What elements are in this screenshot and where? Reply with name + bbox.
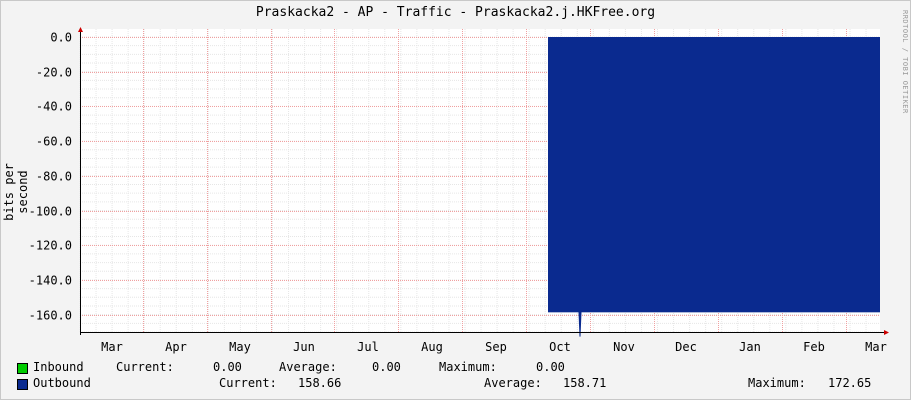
x-tick-label: Feb	[803, 340, 825, 354]
x-tick-label: Mar	[865, 340, 887, 354]
inbound-swatch	[17, 363, 28, 374]
legend-outbound-name: Outbound	[33, 376, 91, 390]
x-tick-label: Nov	[613, 340, 635, 354]
legend-inbound-maximum: 0.00	[536, 360, 565, 374]
y-tick-label: -140.0	[29, 274, 72, 288]
x-axis-arrow	[884, 330, 889, 335]
x-tick-label: Apr	[165, 340, 187, 354]
y-axis-arrow	[78, 27, 83, 32]
legend-outbound-average-label: Average:	[484, 376, 542, 390]
outbound-spike	[578, 311, 582, 337]
legend-inbound-average: 0.00	[372, 360, 401, 374]
y-tick-label: -20.0	[36, 66, 72, 80]
y-tick-label: 0.0	[50, 31, 72, 45]
y-tick-label: -120.0	[29, 239, 72, 253]
x-tick-label: Dec	[675, 340, 697, 354]
x-tick-label: Jan	[739, 340, 761, 354]
x-tick-label: Mar	[101, 340, 123, 354]
legend-inbound-current-label: Current:	[116, 360, 174, 374]
legend-outbound-average: 158.71	[563, 376, 607, 390]
legend-inbound-current: 0.00	[213, 360, 242, 374]
x-tick-label: Sep	[485, 340, 507, 354]
legend-inbound-name: Inbound	[33, 360, 84, 374]
legend-inbound-maximum-label: Maximum:	[439, 360, 497, 374]
y-tick-label: -40.0	[36, 100, 72, 114]
y-tick-label: -160.0	[29, 309, 72, 323]
outbound-swatch	[17, 379, 28, 390]
x-tick-label: Jun	[293, 340, 315, 354]
watermark-text: RRDTOOL / TOBI OETIKER	[901, 10, 909, 114]
legend-outbound-maximum: 172.65	[828, 376, 872, 390]
chart-title: Praskacka2 - AP - Traffic - Praskacka2.j…	[255, 5, 656, 20]
legend-inbound-average-label: Average:	[279, 360, 337, 374]
plot-area: 0.0 -20.0 -40.0 -60.0 -80.0 -100.0 -120.0 -140.…	[29, 27, 889, 354]
x-tick-label: Aug	[421, 340, 443, 354]
y-tick-label: -80.0	[36, 170, 72, 184]
outbound-area	[548, 37, 880, 313]
legend-outbound-current-label: Current:	[219, 376, 277, 390]
legend-outbound-maximum-label: Maximum:	[748, 376, 806, 390]
x-tick-label: May	[229, 340, 251, 354]
legend-outbound-current: 158.66	[298, 376, 342, 390]
x-tick-label: Jul	[357, 340, 379, 354]
x-tick-label: Oct	[549, 340, 571, 354]
y-tick-label: -100.0	[29, 205, 72, 219]
y-tick-label: -60.0	[36, 135, 72, 149]
